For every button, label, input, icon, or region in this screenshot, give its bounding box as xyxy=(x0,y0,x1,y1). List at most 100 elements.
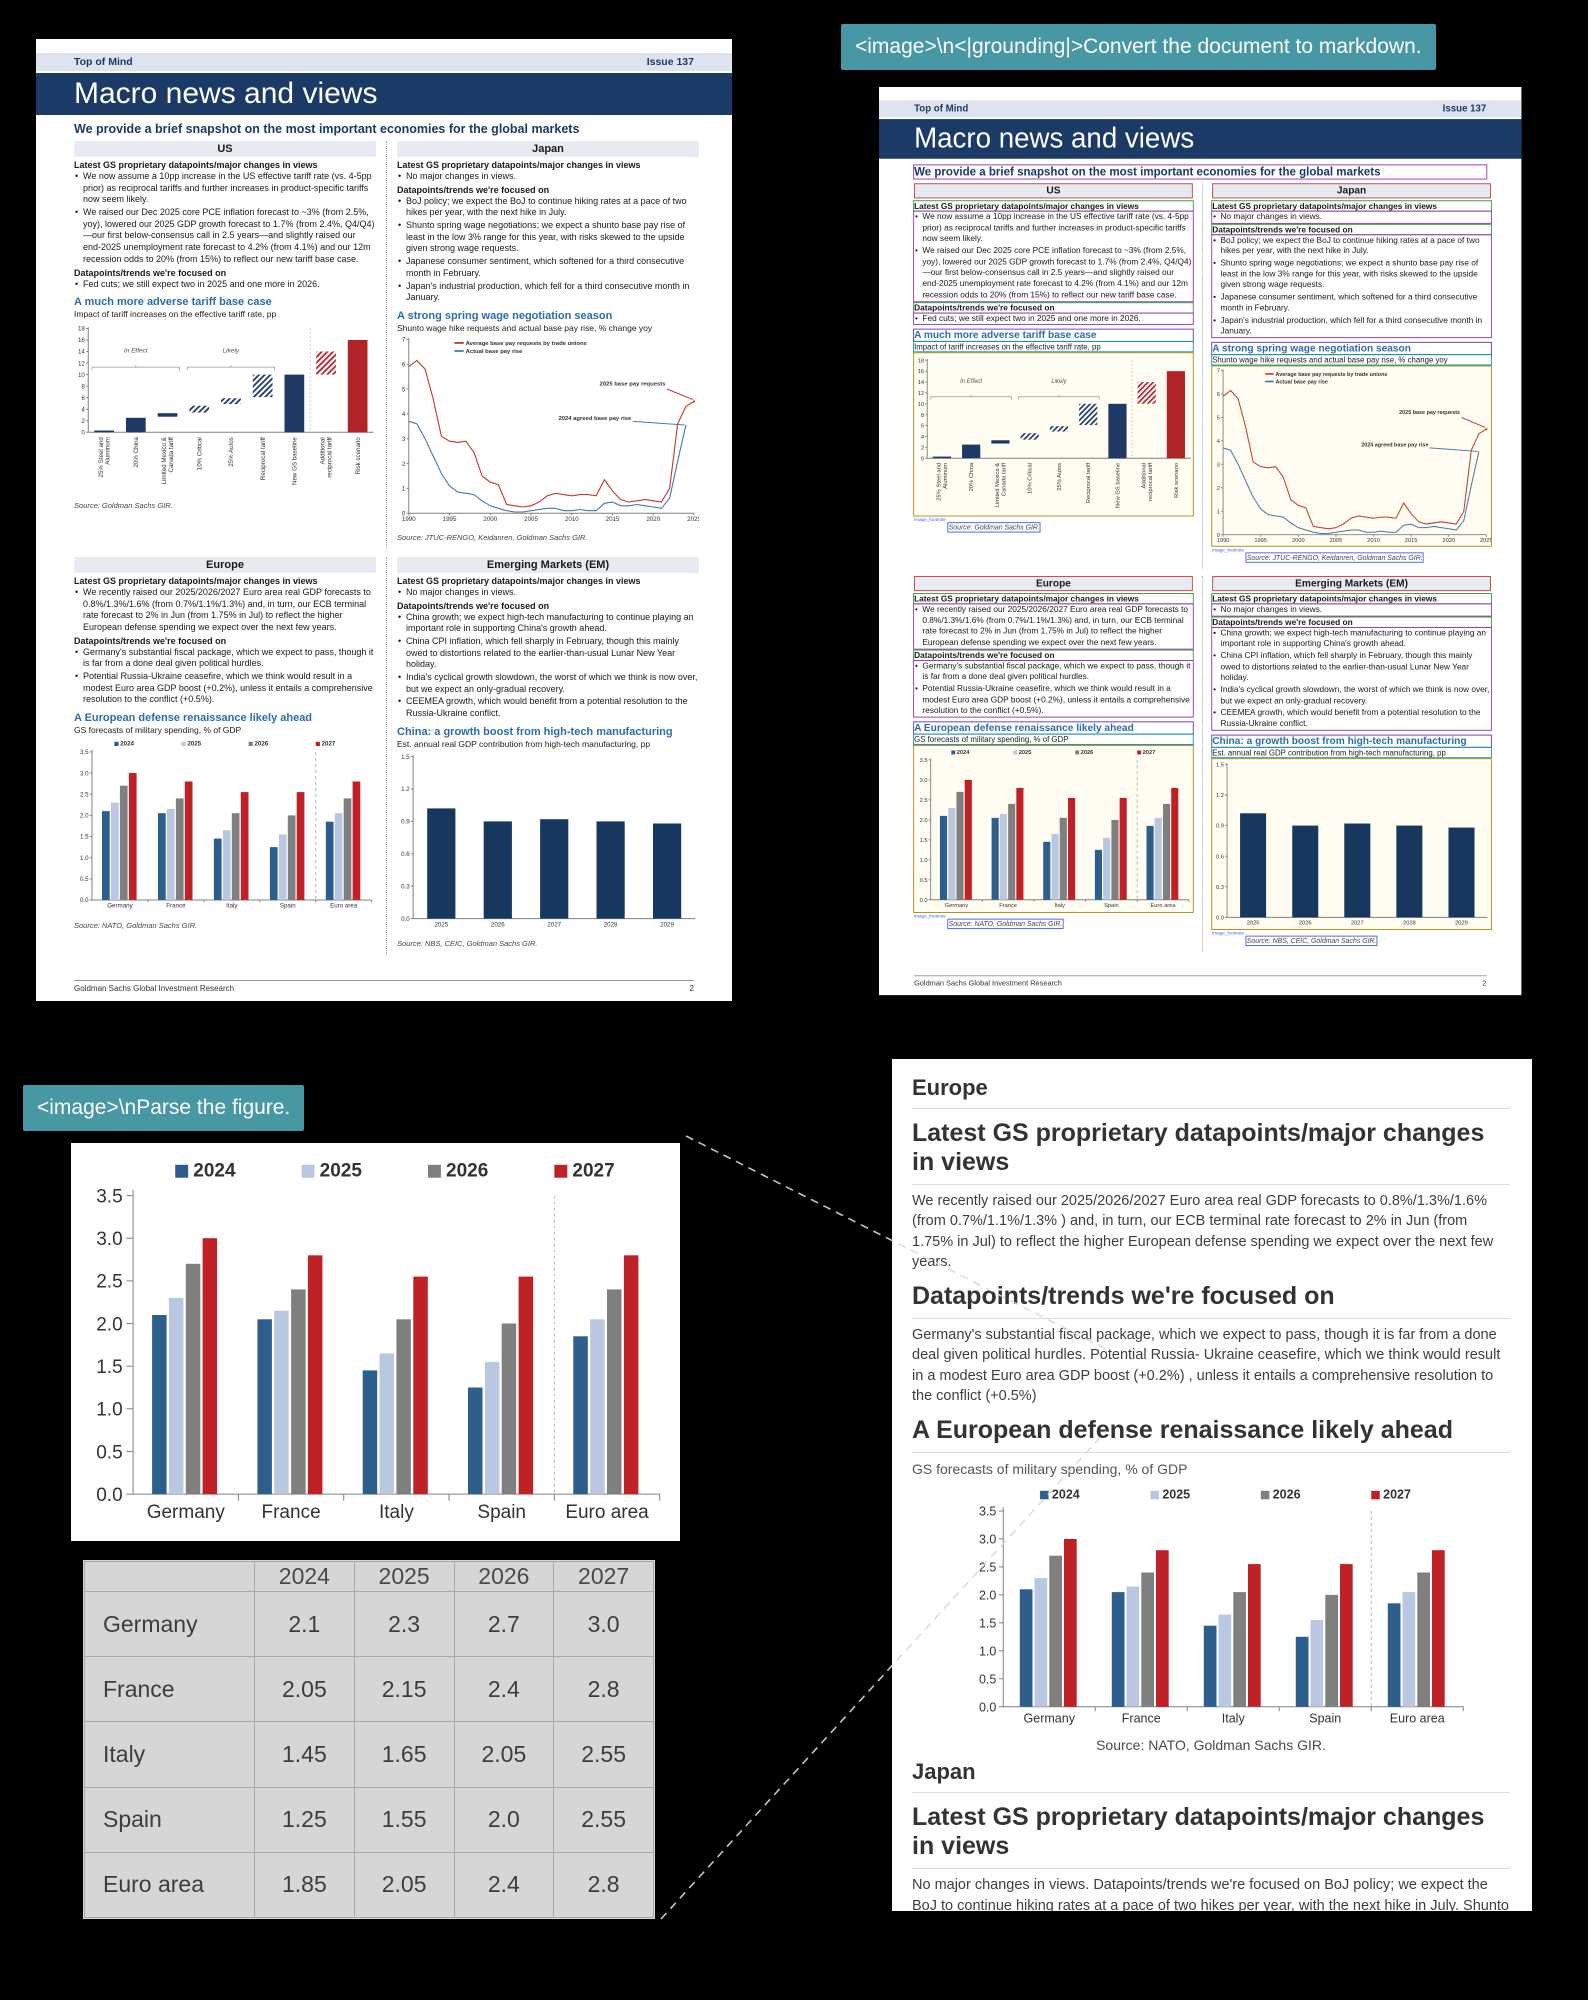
table-column-header xyxy=(84,1561,255,1592)
prompt-label-convert: <image>\n<|grounding|>Convert the docume… xyxy=(841,24,1436,70)
table-cell: 2.55 xyxy=(553,1786,654,1853)
defense-source: Source: NATO, Goldman Sachs GIR. xyxy=(74,921,198,931)
parsed-figure-panel: 0.0 0.5 1.0 1.5 2.0 2.5 3.0 3.5 Germany France Ita… xyxy=(71,1143,680,1541)
svg-text:12: 12 xyxy=(918,391,924,397)
svg-text:5: 5 xyxy=(1217,415,1220,421)
md-defense-chart: 0.0 0.5 1.0 1.5 2.0 2.5 3.0 3.5 Germany France Ita… xyxy=(967,1481,1472,1733)
svg-text:0: 0 xyxy=(81,430,85,437)
table-cell: 2.05 xyxy=(353,1851,455,1919)
table-cell: 1.45 xyxy=(254,1721,355,1788)
section-header-us: US xyxy=(74,141,376,157)
svg-text:25% Steel and: 25% Steel and xyxy=(98,437,105,478)
svg-text:2025: 2025 xyxy=(1019,750,1032,756)
bullet-item: Potential Russia-Ukraine ceasefire, whic… xyxy=(914,684,1193,717)
table-column-header: 2027 xyxy=(553,1561,654,1592)
svg-text:2026: 2026 xyxy=(1273,1488,1301,1502)
svg-text:2025: 2025 xyxy=(434,921,448,928)
svg-text:18: 18 xyxy=(78,326,85,333)
svg-text:12: 12 xyxy=(78,360,85,367)
grounding-tag: image_footnote xyxy=(1212,930,1245,937)
svg-text:10: 10 xyxy=(78,372,85,379)
svg-text:2024 agreed base pay rise: 2024 agreed base pay rise xyxy=(1361,443,1428,449)
bullet-item: We raised our Dec 2025 core PCE inflatio… xyxy=(914,246,1193,301)
svg-text:2.5: 2.5 xyxy=(920,798,928,804)
bullet-item: We recently raised our 2025/2026/2027 Eu… xyxy=(74,587,376,634)
svg-text:0.9: 0.9 xyxy=(401,818,410,825)
svg-text:France: France xyxy=(999,903,1017,909)
row-us-japan: US Latest GS proprietary datapoints/majo… xyxy=(74,141,701,549)
svg-text:10: 10 xyxy=(918,402,924,408)
china-bar-chart: 0.0 0.3 0.6 0.9 1.2 1.5 2025 2026 2027 2028 2029 xyxy=(397,751,699,931)
page-title: Macro news and views xyxy=(36,73,732,115)
tariff-chart-subtitle: Impact of tariff increases on the effect… xyxy=(74,309,277,320)
svg-text:2.0: 2.0 xyxy=(979,1589,996,1603)
svg-text:2020: 2020 xyxy=(646,516,660,523)
europe-focus-list: Germany's substantial fiscal package, wh… xyxy=(913,659,1194,718)
md-paragraph-europe-focus: Germany's substantial fiscal package, wh… xyxy=(912,1327,1501,1405)
svg-text:16: 16 xyxy=(918,369,924,375)
defense-chart-subtitle: GS forecasts of military spending, % of … xyxy=(913,733,1194,746)
svg-text:2.5: 2.5 xyxy=(96,1272,122,1293)
svg-text:2025: 2025 xyxy=(1247,920,1260,926)
svg-text:7: 7 xyxy=(1217,368,1220,374)
svg-text:Italy: Italy xyxy=(1055,903,1066,909)
bullet-item: CEEMEA growth, which would benefit from … xyxy=(397,696,699,719)
japan-views-list: No major changes in views. xyxy=(397,171,699,183)
heading-latest: Latest GS proprietary datapoints/major c… xyxy=(1211,592,1492,605)
svg-text:2.5: 2.5 xyxy=(979,1561,996,1575)
svg-text:2027: 2027 xyxy=(1143,750,1156,756)
svg-text:2027: 2027 xyxy=(1383,1488,1411,1502)
svg-text:4: 4 xyxy=(921,435,925,441)
svg-text:Spain: Spain xyxy=(1309,1712,1341,1726)
section-europe: Europe Latest GS proprietary datapoints/… xyxy=(74,556,386,955)
bullet-item: China CPI inflation, which fell sharply … xyxy=(1212,651,1491,684)
em-focus-list: China growth; we expect high-tech manufa… xyxy=(1211,626,1492,731)
bullet-item: China growth; we expect high-tech manufa… xyxy=(1212,627,1491,649)
svg-text:18: 18 xyxy=(918,358,924,364)
svg-text:1990: 1990 xyxy=(402,516,416,523)
svg-text:2015: 2015 xyxy=(606,516,620,523)
svg-text:Spain: Spain xyxy=(280,903,296,910)
table-row-label: Spain xyxy=(84,1786,255,1853)
svg-text:10% Critical: 10% Critical xyxy=(196,437,203,470)
bullet-item: No major changes in views. xyxy=(397,171,699,183)
row-europe-em: Europe Latest GS proprietary datapoints/… xyxy=(74,556,699,955)
bullet-item: Fed cuts; we still expect two in 2025 an… xyxy=(74,279,376,291)
section-em: Emerging Markets (EM) Latest GS propriet… xyxy=(386,556,699,955)
document-body: US Latest GS proprietary datapoints/majo… xyxy=(36,141,732,980)
defense-chart-subtitle: GS forecasts of military spending, % of … xyxy=(74,725,242,736)
svg-text:reciprocal tariff: reciprocal tariff xyxy=(1148,463,1154,502)
svg-text:France: France xyxy=(1122,1712,1161,1726)
svg-text:0.5: 0.5 xyxy=(80,876,89,883)
footer-brand: Goldman Sachs Global Investment Research xyxy=(914,979,1062,988)
svg-text:3.0: 3.0 xyxy=(80,770,89,777)
section-japan: Japan Latest GS proprietary datapoints/m… xyxy=(386,141,701,549)
svg-text:2000: 2000 xyxy=(1292,538,1305,544)
source-row: image_footnoteSource: Goldman Sachs GIR. xyxy=(74,495,376,513)
svg-text:8: 8 xyxy=(81,384,85,391)
svg-text:1.0: 1.0 xyxy=(979,1645,996,1659)
bullet-item: Germany's substantial fiscal package, wh… xyxy=(74,647,376,670)
table-cell: 2.4 xyxy=(453,1656,555,1723)
heading-latest: Latest GS proprietary datapoints/major c… xyxy=(397,160,641,170)
table-cell: 2.3 xyxy=(353,1590,455,1658)
svg-text:Canada tariff: Canada tariff xyxy=(1002,463,1008,497)
figure-values-table: 2024 2025 2026 2027 Germany 2.1 2.3 2.7 3.0 Franc… xyxy=(84,1561,654,1919)
footer-page-number: 2 xyxy=(689,984,694,993)
svg-text:0.0: 0.0 xyxy=(96,1485,122,1506)
svg-text:Actual base pay rise: Actual base pay rise xyxy=(1276,379,1328,385)
page-title: Macro news and views xyxy=(879,119,1522,159)
section-header-europe: Europe xyxy=(914,575,1193,591)
brand-title: Top of Mind xyxy=(914,103,969,115)
svg-text:2005: 2005 xyxy=(1330,538,1343,544)
svg-text:2005: 2005 xyxy=(524,516,538,523)
issue-number: Issue 137 xyxy=(646,56,694,68)
china-source: Source: NBS, CEIC, Goldman Sachs GIR. xyxy=(1245,935,1378,946)
footer-page-number: 2 xyxy=(1482,979,1487,988)
svg-text:8: 8 xyxy=(921,413,924,419)
svg-text:2: 2 xyxy=(81,418,85,425)
svg-text:3: 3 xyxy=(1217,462,1220,468)
svg-text:3.0: 3.0 xyxy=(979,1533,996,1547)
svg-text:New GS baseline: New GS baseline xyxy=(1115,463,1121,508)
row-europe-em: Europe Latest GS proprietary datapoints/… xyxy=(913,575,1492,952)
